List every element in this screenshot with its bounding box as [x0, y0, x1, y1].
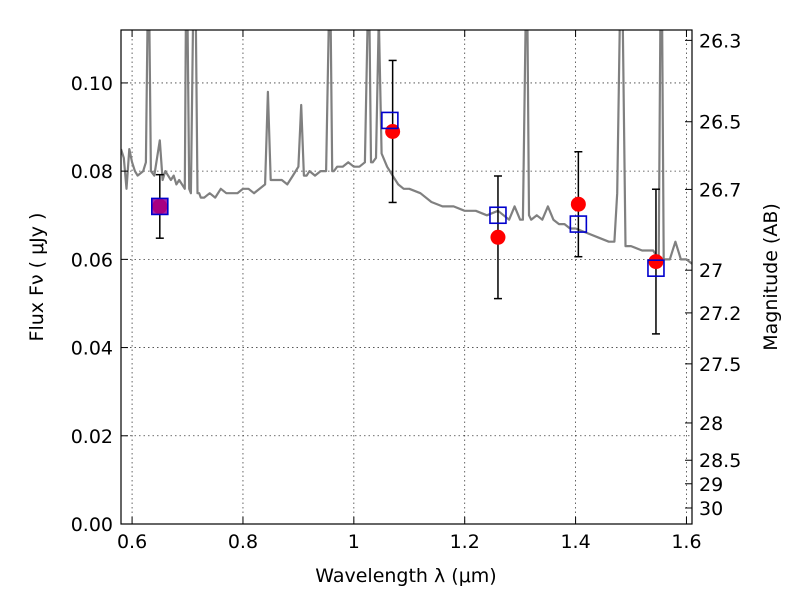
mag-tick-label: 29 [699, 474, 723, 496]
x-tick-label: 1.4 [560, 531, 590, 553]
mag-tick-label: 26.5 [699, 112, 741, 134]
mag-tick-label: 28 [699, 413, 723, 435]
model-point [151, 197, 169, 216]
model-point [381, 111, 399, 130]
model-point [489, 206, 507, 225]
x-tick-label: 0.8 [228, 531, 258, 553]
y-tick-label: 0.08 [71, 161, 113, 183]
mag-tick-label: 26.7 [699, 179, 741, 201]
y-axis: 0.00 0.02 0.04 0.06 0.08 0.10 [71, 73, 128, 536]
spectrum-line [121, 30, 692, 265]
mag-tick-label: 27.2 [699, 303, 741, 325]
magnitude-axis-label: Magnitude (AB) [760, 203, 782, 351]
x-tick-label: 1.6 [671, 531, 701, 553]
x-tick-label: 0.6 [117, 531, 147, 553]
model-series [151, 111, 665, 277]
mag-tick-label: 30 [699, 498, 723, 520]
mag-tick-label: 28.5 [699, 450, 741, 472]
x-tick-label: 1.2 [450, 531, 480, 553]
y-tick-label: 0.02 [71, 426, 113, 448]
x-tick-label: 1 [348, 531, 360, 553]
y-tick-label: 0.10 [71, 73, 113, 95]
model-point [647, 259, 665, 277]
spectrum-series [121, 30, 692, 265]
mag-tick-label: 26.3 [699, 30, 741, 52]
model-point [569, 215, 588, 233]
y-tick-label: 0.04 [71, 338, 113, 360]
observed-point [490, 229, 506, 245]
plot-frame [120, 29, 693, 525]
plot-background [121, 30, 692, 524]
observed-point [648, 254, 664, 270]
x-axis: 0.6 0.8 1 1.2 1.4 1.6 [117, 30, 702, 553]
mag-tick-label: 27 [699, 260, 723, 282]
observed-point [570, 196, 586, 212]
y-axis-label: Flux Fν ( μJy ) [26, 213, 48, 342]
x-axis-label: Wavelength λ (μm) [315, 565, 496, 587]
y-tick-label: 0.00 [71, 514, 113, 536]
y-tick-label: 0.06 [71, 249, 113, 271]
mag-tick-label: 27.5 [699, 354, 741, 376]
